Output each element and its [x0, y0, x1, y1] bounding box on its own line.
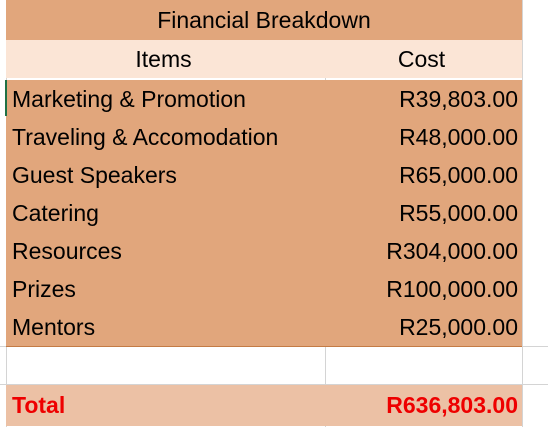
item-cell[interactable]: Marketing & Promotion: [12, 85, 246, 112]
grid-row-line: [0, 384, 548, 385]
item-cell[interactable]: Catering: [12, 199, 99, 226]
table-row: Resources R304,000.00: [6, 232, 522, 270]
table-header-row: Items Cost: [6, 40, 522, 78]
table-row: Guest Speakers R65,000.00: [6, 156, 522, 194]
table-row: Marketing & Promotion R39,803.00: [6, 80, 522, 118]
active-cell-indicator: [5, 80, 7, 116]
item-cell[interactable]: Resources: [12, 237, 122, 264]
table-title-cell[interactable]: Financial Breakdown: [6, 0, 522, 40]
table-row: Catering R55,000.00: [6, 194, 522, 232]
table-bottom-border: [6, 346, 522, 347]
table-row: Traveling & Accomodation R48,000.00: [6, 118, 522, 156]
item-cell[interactable]: Prizes: [12, 275, 76, 302]
table-row: Mentors R25,000.00: [6, 308, 522, 346]
cost-cell[interactable]: R100,000.00: [386, 275, 518, 302]
total-label-cell[interactable]: Total: [12, 392, 66, 418]
item-cell[interactable]: Mentors: [12, 313, 96, 340]
header-cost-cell[interactable]: Cost: [397, 45, 446, 72]
cost-cell[interactable]: R48,000.00: [399, 123, 518, 150]
cost-cell[interactable]: R65,000.00: [399, 161, 518, 188]
table-title: Financial Breakdown: [157, 6, 371, 33]
table-row: Prizes R100,000.00: [6, 270, 522, 308]
grid-column-line: [522, 0, 523, 427]
total-row: Total R636,803.00: [6, 385, 522, 426]
cost-cell[interactable]: R25,000.00: [399, 313, 518, 340]
item-cell[interactable]: Guest Speakers: [12, 161, 177, 188]
cost-cell[interactable]: R304,000.00: [386, 237, 518, 264]
header-items-cell[interactable]: Items: [135, 45, 192, 72]
item-cell[interactable]: Traveling & Accomodation: [12, 123, 279, 150]
cost-cell[interactable]: R39,803.00: [399, 85, 518, 112]
cost-cell[interactable]: R55,000.00: [399, 199, 518, 226]
total-value-cell[interactable]: R636,803.00: [386, 392, 518, 418]
